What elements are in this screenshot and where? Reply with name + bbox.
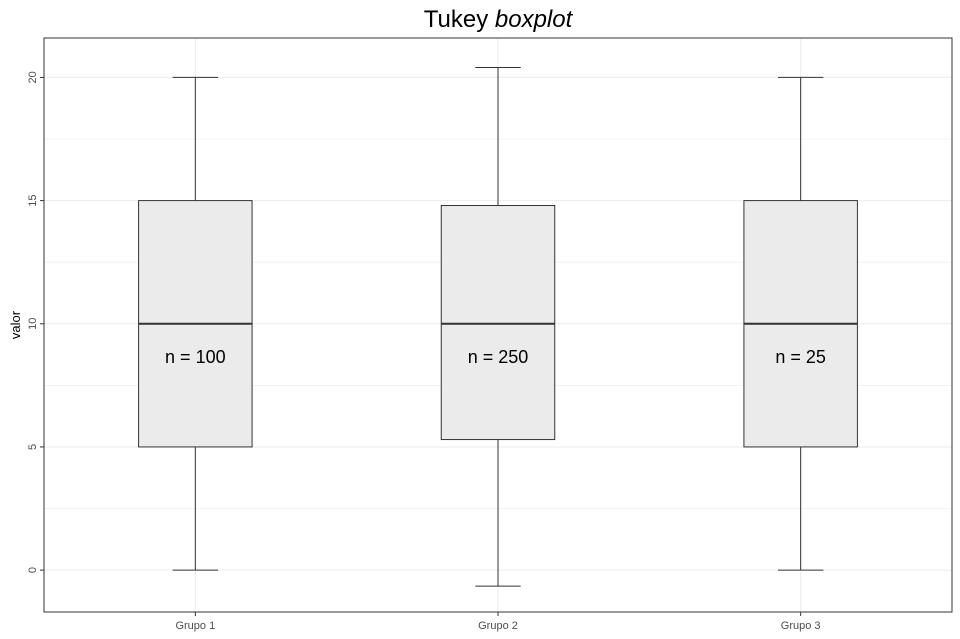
box-group-1: n = 100	[138, 76, 253, 571]
y-tick-label: 15	[27, 194, 39, 206]
x-tick-label: Grupo 3	[781, 620, 821, 632]
chart-title: Tukey boxplot	[424, 6, 574, 33]
y-axis-label: valor	[8, 310, 23, 339]
sample-size-label: n = 100	[165, 347, 226, 367]
chart-title-main: Tukey	[424, 6, 488, 33]
sample-size-label: n = 250	[468, 347, 529, 367]
y-tick-label: 5	[27, 444, 39, 450]
x-tick-label: Grupo 2	[478, 620, 518, 632]
y-tick-label: 20	[27, 71, 39, 83]
chart-title-italic: boxplot	[495, 6, 574, 33]
boxes: n = 100 n = 250 n = 25	[138, 67, 858, 587]
sample-size-label: n = 25	[775, 347, 826, 367]
box-group-2: n = 250	[440, 67, 556, 587]
box-iqr	[440, 205, 556, 441]
y-tick-label: 0	[27, 567, 39, 573]
x-tick-label: Grupo 1	[175, 620, 215, 632]
box-group-3: n = 25	[743, 76, 858, 571]
axes: 0 5 10 15 20 Grupo 1 Grupo 2 Grupo 3	[27, 71, 821, 632]
y-tick-label: 10	[27, 318, 39, 330]
